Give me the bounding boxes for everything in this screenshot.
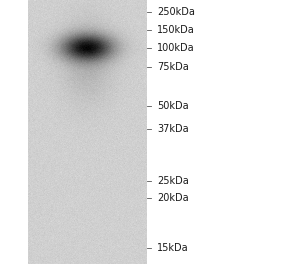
Text: 50kDa: 50kDa	[157, 101, 189, 111]
Text: 15kDa: 15kDa	[157, 243, 189, 253]
Text: 20kDa: 20kDa	[157, 193, 189, 203]
Text: 150kDa: 150kDa	[157, 25, 195, 35]
Text: 75kDa: 75kDa	[157, 62, 189, 72]
Text: 250kDa: 250kDa	[157, 7, 195, 17]
Text: 25kDa: 25kDa	[157, 176, 189, 186]
Text: 37kDa: 37kDa	[157, 124, 189, 134]
Text: 100kDa: 100kDa	[157, 43, 195, 53]
